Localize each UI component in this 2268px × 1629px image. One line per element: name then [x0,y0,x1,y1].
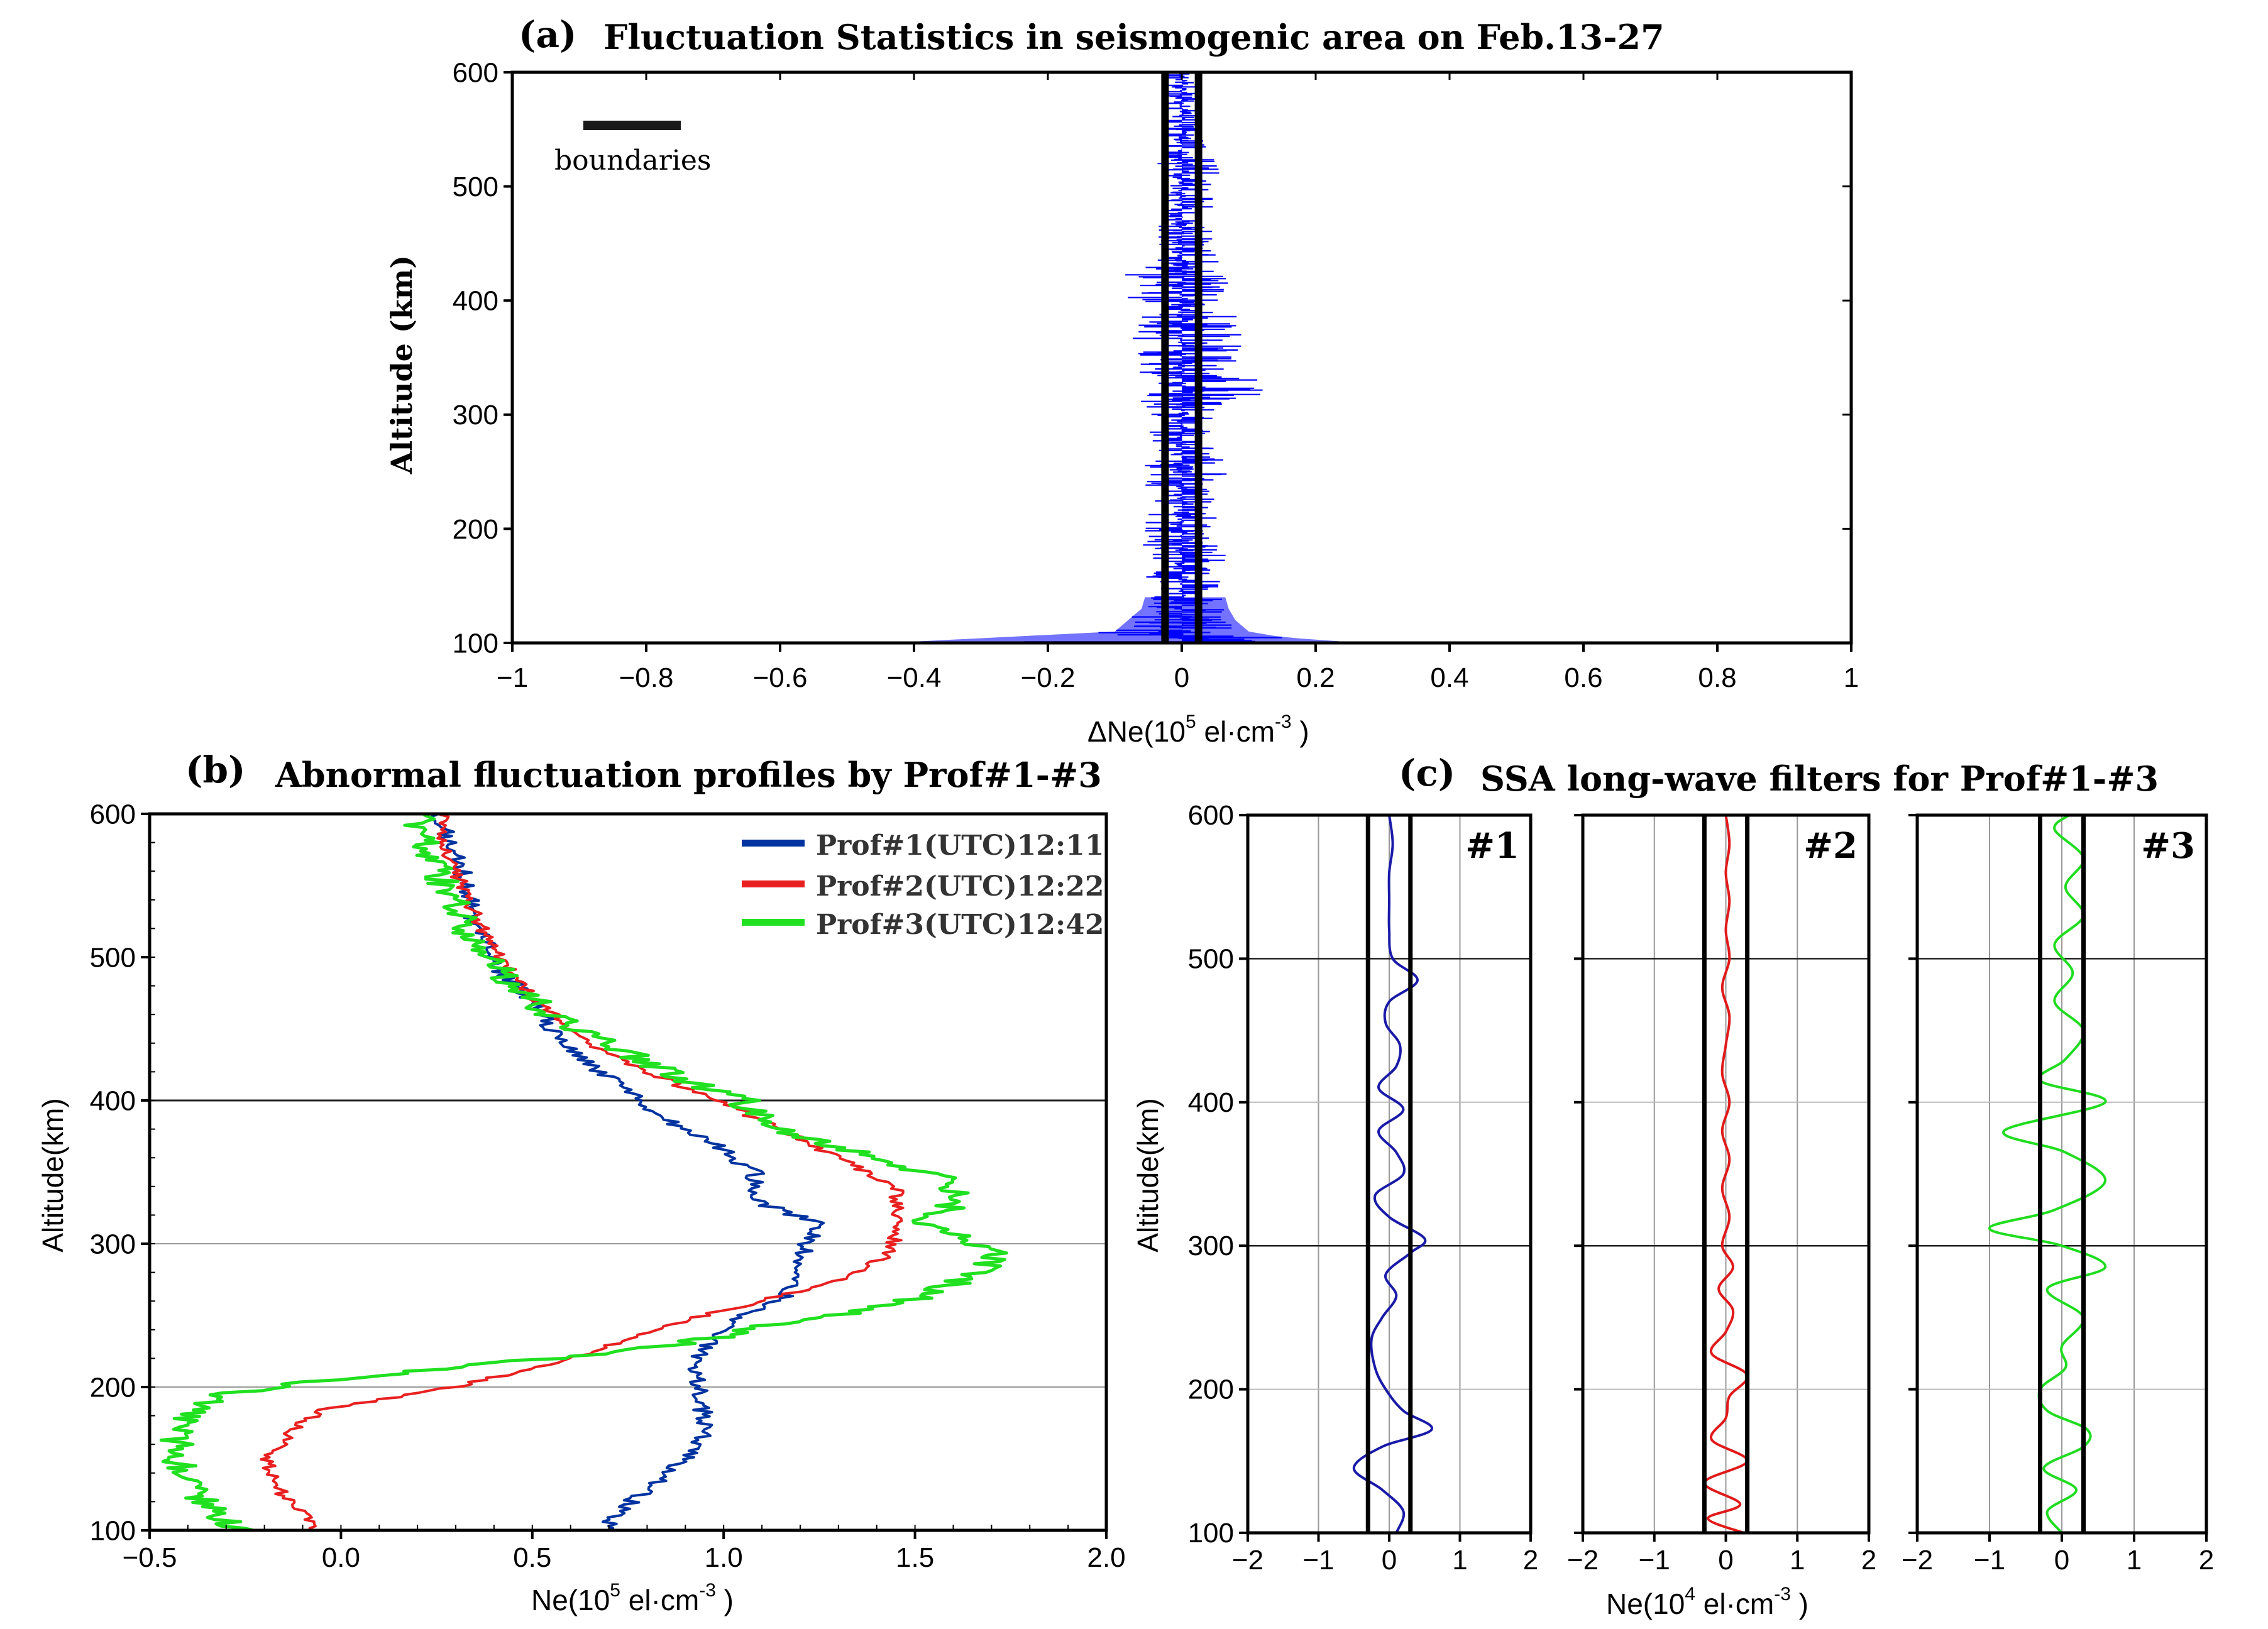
y-tick-label: 200 [1188,1374,1234,1405]
x-tick-label: 0.2 [1296,662,1335,693]
panel-a-title: Fluctuation Statistics in seismogenic ar… [603,17,1665,57]
x-tick-label: 0 [2054,1545,2069,1576]
legend-swatch-prof2 [742,880,805,887]
panel-a-ylabel: Altitude (km) [385,255,419,474]
y-tick-label: 500 [453,172,498,202]
x-tick-label: 2 [1861,1545,1876,1576]
y-tick-label: 600 [1188,800,1234,831]
y-tick-label: 500 [1188,943,1234,974]
x-tick-label: −0.5 [123,1542,177,1573]
y-tick-label: 500 [90,942,136,973]
panel-c-xlabel: Ne(104 el·cm-3 ) [1606,1584,1808,1620]
boundaries-legend-swatch [583,121,681,130]
panel-b-ylabel: Altitude(km) [36,1098,69,1252]
panel-a-xlabel: ΔNe(105 el·cm-3 ) [1087,711,1309,748]
panel-a: (a) Fluctuation Statistics in seismogeni… [385,13,1859,748]
panel-a-data [887,71,1363,644]
y-tick-label: 600 [90,799,136,830]
panel-c-label: (c) [1399,752,1455,794]
x-tick-label: 1 [1452,1545,1467,1576]
subplot-label: #3 [2141,825,2195,867]
filter-line-3 [1988,814,2107,1534]
panel-c-title: SSA long-wave filters for Prof#1-#3 [1480,759,2159,799]
y-tick-label: 300 [453,400,498,431]
boundaries-legend-label: boundaries [554,145,711,177]
y-tick-label: 300 [90,1229,136,1259]
x-tick-label: 0 [1718,1545,1733,1576]
panel-c-ylabel: Altitude(km) [1131,1098,1164,1252]
subplot-1: #1 −2 −1 0 1 2 100 200 300 400 500 600 [1188,800,1539,1576]
x-tick-label: 1.5 [896,1542,934,1573]
panel-b-grid [150,1099,1106,1388]
panel-b: (b) Abnormal fluctuation profiles by Pro… [36,749,1126,1616]
panel-a-ticks: −1 −0.8 −0.6 −0.4 −0.2 0 0.2 0.4 0.6 0.8 1 100 200 30… [453,57,1859,693]
filter-line-2 [1703,814,1749,1534]
y-tick-label: 100 [1188,1518,1234,1549]
panel-c: (c) SSA long-wave filters for Prof#1-#3 … [1131,752,2214,1620]
subplot-label: #2 [1803,825,1858,867]
legend-label-prof1: Prof#1(UTC)12:11 [816,830,1104,862]
subplot-2: #2 −2 −1 0 1 2 [1567,813,1876,1576]
x-tick-label: −0.8 [619,662,674,693]
series-line-prof1 [429,813,825,1532]
x-tick-label: 0 [1382,1545,1397,1576]
subplot-label: #1 [1465,825,1519,867]
x-tick-label: −1 [497,662,528,693]
legend-swatch-prof1 [742,840,805,847]
x-tick-label: 1 [1790,1545,1805,1576]
x-tick-label: 2 [1523,1545,1538,1576]
panel-b-title: Abnormal fluctuation profiles by Prof#1-… [275,755,1102,795]
x-tick-label: 0.8 [1698,662,1736,693]
x-tick-label: −0.6 [753,662,808,693]
panel-b-data [159,813,1008,1532]
series-line-prof2 [260,813,905,1532]
x-tick-label: 1 [2127,1545,2142,1576]
x-tick-label: 0.5 [513,1542,551,1573]
legend-label-prof2: Prof#2(UTC)12:22 [816,870,1104,902]
x-tick-label: −1 [1974,1545,2005,1576]
y-tick-label: 400 [1188,1087,1234,1118]
x-tick-label: −0.4 [887,662,942,693]
panel-b-ticks: −0.5 0.0 0.5 1.0 1.5 2.0 100 200 300 400 500 600 [90,799,1126,1573]
x-tick-label: −0.2 [1021,662,1076,693]
panel-b-legend: Prof#1(UTC)12:11 Prof#2(UTC)12:22 Prof#3… [742,830,1104,941]
panel-b-frame [148,812,1108,1532]
series-line-prof3 [159,813,1008,1532]
legend-label-prof3: Prof#3(UTC)12:42 [816,909,1104,941]
y-tick-label: 100 [453,628,498,659]
x-tick-label: 2 [2199,1545,2214,1576]
legend-swatch-prof3 [742,919,805,926]
y-tick-label: 400 [453,286,498,317]
x-tick-label: 0.6 [1564,662,1602,693]
x-tick-label: 2.0 [1087,1542,1125,1573]
y-tick-label: 300 [1188,1231,1234,1261]
x-tick-label: 0 [1174,662,1189,693]
y-tick-label: 100 [90,1515,136,1546]
y-tick-label: 200 [453,514,498,545]
panel-b-label: (b) [185,749,245,791]
x-tick-label: −2 [1232,1545,1263,1576]
panel-a-label: (a) [519,13,576,56]
x-tick-label: 1 [1844,662,1859,693]
filter-line-1 [1352,814,1433,1533]
x-tick-label: −2 [1902,1545,1933,1576]
y-tick-label: 400 [90,1085,136,1116]
y-tick-label: 600 [453,57,498,88]
panel-b-xlabel: Ne(105 el·cm-3 ) [531,1580,734,1616]
x-tick-label: −1 [1302,1545,1334,1576]
subplot-3: #3 −2 −1 0 1 2 [1902,813,2214,1576]
x-tick-label: −2 [1567,1545,1599,1576]
x-tick-label: 0.0 [322,1542,360,1573]
fluctuation-lines [936,71,1282,644]
x-tick-label: 1.0 [705,1542,743,1573]
x-tick-label: 0.4 [1430,662,1468,693]
panel-c-subplots: #1 −2 −1 0 1 2 100 200 300 400 500 600 #2 −2 −1 0 1 2 #3 −2… [1188,800,2215,1576]
y-tick-label: 200 [90,1372,136,1403]
fluctuation-base-wedge [887,597,1363,643]
x-tick-label: −1 [1639,1545,1670,1576]
